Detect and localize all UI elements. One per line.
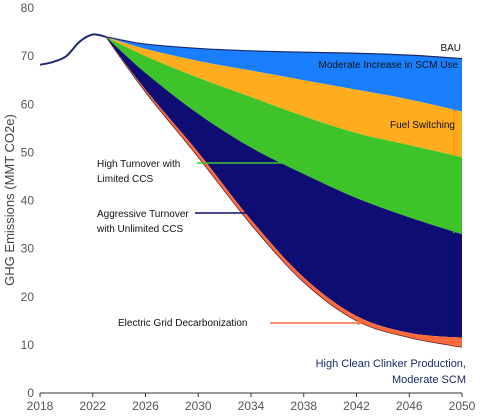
annotation-agg-line1: Aggressive Turnover	[97, 209, 189, 220]
history-line	[39, 33, 107, 66]
bau-line	[105, 36, 463, 60]
arrow-ht-label-head	[297, 160, 302, 166]
area-scm	[105, 36, 462, 112]
x-tick-label: 2018	[27, 399, 54, 413]
annotation-arrows	[195, 60, 457, 348]
y-tick-label: 10	[21, 338, 35, 352]
y-tick-label: 70	[21, 49, 35, 63]
annotation-bau: BAU	[440, 43, 461, 54]
arrow-agg-label-head	[251, 210, 256, 216]
y-tick-label: 80	[21, 1, 35, 15]
x-tick-label: 2050	[449, 399, 476, 413]
annotation-fuel: Fuel Switching	[390, 120, 455, 131]
y-tick-label: 20	[21, 290, 35, 304]
x-tick-label: 2038	[290, 399, 317, 413]
y-tick-label: 30	[21, 242, 35, 256]
y-axis-label: GHG Emissions (MMT CO2e)	[2, 114, 17, 286]
annotation-end-line1: High Clean Clinker Production,	[316, 358, 466, 370]
x-tick-label: 2034	[238, 399, 265, 413]
y-tick-label: 40	[21, 194, 35, 208]
x-tick-label: 2022	[79, 399, 106, 413]
arrow-grid-label-head	[357, 320, 362, 326]
annotation-ht-line2: Limited CCS	[97, 174, 153, 185]
area-fuel-switching	[105, 36, 462, 158]
arrow-fuel-head	[451, 151, 457, 157]
x-tick-label: 2046	[396, 399, 423, 413]
arrow-agg-head	[451, 332, 457, 337]
annotation-ht-line1: High Turnover with	[97, 159, 180, 170]
annotation-agg-line2: with Unlimited CCS	[96, 224, 183, 235]
area-high-turnover-limited-ccs	[105, 36, 462, 235]
outline-layers	[39, 33, 463, 348]
annotation-scm: Moderate Increase in SCM Use	[318, 60, 458, 71]
annotation-end-line2: Moderate SCM	[392, 374, 466, 386]
y-tick-label: 0	[27, 386, 34, 400]
arrow-grid-head	[451, 342, 457, 348]
arrow-scm-head	[451, 105, 457, 111]
arrow-ht-head	[451, 228, 457, 234]
x-tick-label: 2042	[343, 399, 370, 413]
x-tick-label: 2030	[185, 399, 212, 413]
area-layers	[105, 36, 462, 348]
annotation-labels: BAU Moderate Increase in SCM Use Fuel Sw…	[96, 43, 466, 386]
x-tick-label: 2026	[132, 399, 159, 413]
area-aggressive-turnover-unlimited-ccs	[105, 36, 462, 338]
annotation-grid: Electric Grid Decarbonization	[118, 318, 248, 329]
y-tick-label: 50	[21, 145, 35, 159]
axes: 2018 2022 2026 2030 2034 2038 2042 2046 20500102…	[21, 1, 476, 413]
bottom-line	[105, 36, 463, 348]
y-tick-label: 60	[21, 97, 35, 111]
